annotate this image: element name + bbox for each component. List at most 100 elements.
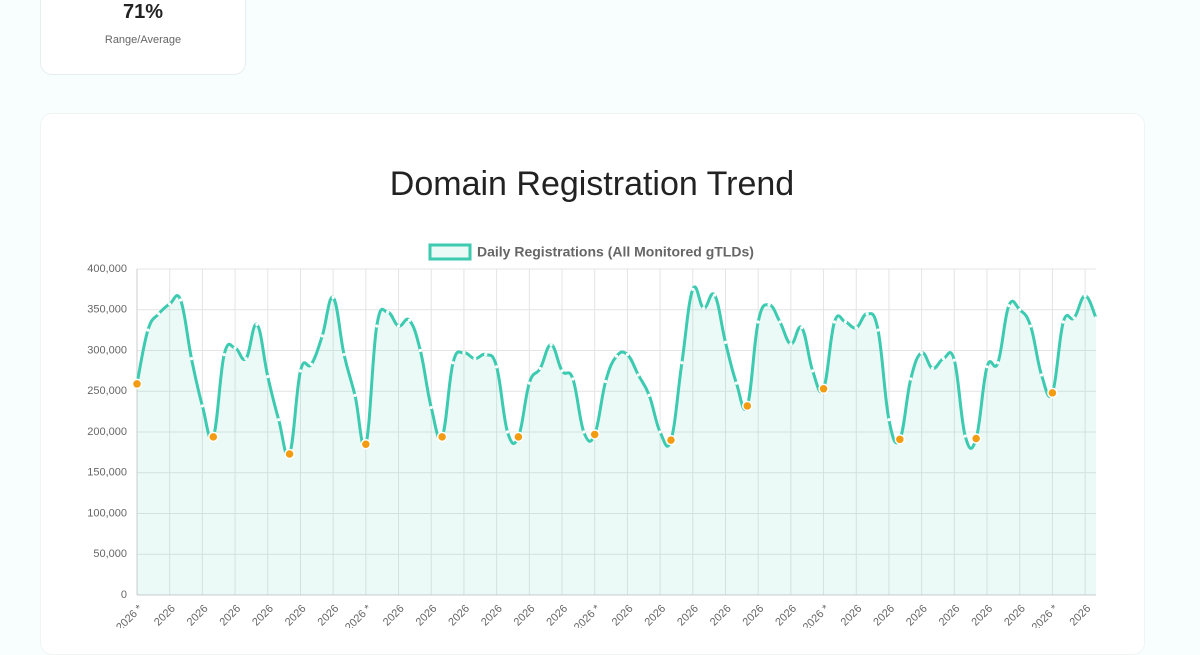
point	[353, 393, 357, 397]
point	[342, 352, 346, 357]
x-tick-label: 2026 *	[1030, 602, 1061, 628]
chart: Domain Registration Trend Daily Registra…	[87, 165, 1098, 628]
point	[375, 324, 379, 328]
page: 71% Range/Average Domain Registration Tr…	[40, 0, 1145, 655]
point	[767, 303, 771, 307]
point	[146, 328, 150, 332]
x-tick-label: 2026	[250, 603, 276, 628]
point	[178, 298, 183, 302]
x-tick-label: 2026	[446, 603, 472, 628]
x-tick-label: 2026 *	[114, 602, 145, 628]
point	[495, 365, 499, 369]
point	[636, 373, 640, 377]
point	[407, 318, 412, 322]
point	[680, 361, 684, 365]
point	[1083, 294, 1087, 298]
point	[789, 342, 793, 346]
point	[560, 369, 564, 373]
point	[887, 418, 891, 422]
point	[930, 366, 935, 371]
point	[865, 312, 869, 316]
x-tick-label: 2026	[316, 603, 342, 628]
point	[222, 352, 226, 357]
point	[513, 431, 524, 443]
point	[436, 431, 448, 443]
point	[157, 312, 161, 316]
point	[189, 357, 194, 361]
x-tick-label: 2026 *	[343, 602, 374, 628]
point	[742, 400, 753, 412]
point	[589, 429, 600, 440]
stat-card: 71% Range/Average	[40, 0, 246, 75]
point	[723, 340, 728, 344]
point	[985, 365, 989, 369]
x-tick-label: 2026	[414, 603, 440, 628]
y-tick-label: 100,000	[87, 507, 127, 519]
x-tick-label: 2026	[839, 603, 865, 628]
point	[386, 310, 390, 314]
x-tick-label: 2026 *	[801, 602, 832, 628]
point	[604, 379, 608, 384]
stat-label: Range/Average	[104, 34, 182, 46]
x-tick-label: 2026	[283, 603, 309, 628]
x-tick-label: 2026	[937, 603, 963, 628]
point	[208, 431, 219, 443]
point	[331, 295, 335, 300]
x-tick-label: 2026	[708, 603, 734, 628]
point	[734, 381, 738, 385]
point	[818, 383, 829, 395]
legend-label: Daily Registrations (All Monitored gTLDs…	[477, 244, 754, 260]
point	[505, 430, 510, 434]
point	[996, 361, 1000, 365]
point	[778, 320, 782, 324]
point	[1039, 373, 1044, 377]
x-tick-label: 2026	[904, 603, 930, 628]
x-tick-label: 2026	[185, 603, 211, 628]
legend-swatch	[428, 243, 472, 261]
point	[1072, 316, 1076, 320]
point	[549, 343, 553, 347]
point	[1018, 308, 1022, 312]
point	[298, 369, 303, 373]
area	[137, 286, 1096, 595]
point	[168, 302, 172, 306]
point	[233, 346, 237, 350]
point	[970, 433, 982, 444]
point	[571, 377, 575, 381]
point	[473, 357, 477, 361]
point	[244, 357, 248, 361]
point	[876, 328, 880, 332]
point	[665, 434, 677, 446]
x-tick-label: 2026	[152, 603, 178, 628]
point	[963, 434, 967, 438]
x-tick-label: 2026	[381, 603, 407, 628]
point	[625, 352, 629, 357]
point	[131, 378, 143, 390]
point	[832, 320, 837, 324]
point	[658, 430, 662, 434]
point	[756, 320, 760, 324]
point	[284, 448, 295, 460]
y-tick-label: 50,000	[93, 548, 127, 560]
x-tick-label: 2026	[479, 603, 505, 628]
point	[614, 354, 619, 358]
point	[920, 351, 924, 355]
x-tick-label: 2026 *	[572, 602, 603, 628]
point	[941, 357, 946, 361]
point	[277, 418, 281, 422]
point	[1094, 316, 1098, 320]
point	[462, 351, 466, 355]
point	[952, 358, 956, 362]
point	[451, 361, 455, 365]
point	[702, 306, 706, 310]
point	[582, 430, 586, 434]
point	[1047, 387, 1058, 399]
x-tick-label: 2026	[610, 603, 636, 628]
y-tick-label: 350,000	[87, 304, 127, 316]
point	[909, 377, 913, 381]
x-tick-label: 2026	[1002, 603, 1028, 628]
point	[647, 393, 651, 397]
x-tick-label: 2026	[741, 603, 767, 628]
y-tick-label: 200,000	[87, 426, 127, 438]
point	[800, 326, 804, 330]
